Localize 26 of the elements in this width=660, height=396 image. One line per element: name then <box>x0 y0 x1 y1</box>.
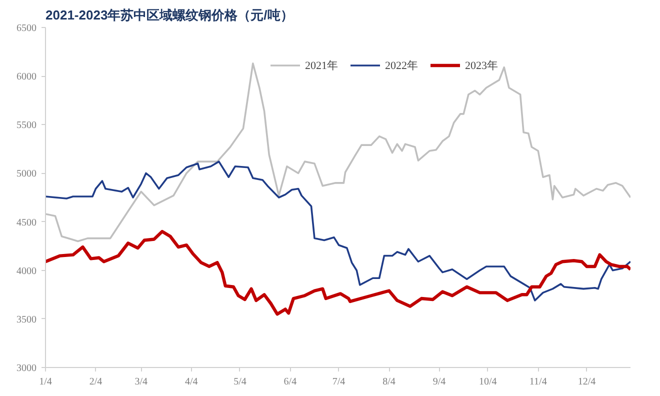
legend-label: 2021年 <box>305 58 338 72</box>
y-tick-label: 3500 <box>16 314 36 326</box>
x-tick-label: 7/4 <box>332 376 346 388</box>
x-tick-label: 11/4 <box>529 376 547 388</box>
y-tick-label: 6500 <box>16 23 36 34</box>
line-series <box>46 230 630 316</box>
y-tick-label: 3000 <box>16 363 36 374</box>
line-series <box>46 160 630 302</box>
x-tick-label: 5/4 <box>234 376 246 388</box>
x-tick-label: 8/4 <box>382 376 396 388</box>
x-tick-label: 1/4 <box>39 376 52 388</box>
x-tick-label: 4/4 <box>184 376 198 388</box>
chart-title: 2021-2023年苏中区域螺纹钢价格（元/吨） <box>46 8 294 22</box>
legend-label: 2022年 <box>385 58 418 72</box>
x-tick-label: 9/4 <box>432 376 446 388</box>
y-tick-label: 4500 <box>16 217 36 228</box>
x-tick-label: 3/4 <box>134 376 148 388</box>
y-tick-label: 6000 <box>16 72 36 83</box>
legend-label: 2023年 <box>465 58 498 72</box>
y-tick-label: 4000 <box>16 266 36 277</box>
y-tick-label: 5000 <box>16 168 36 180</box>
x-tick-label: 2/4 <box>89 376 102 388</box>
x-tick-label: 12/4 <box>578 376 596 388</box>
y-tick-label: 5500 <box>16 120 36 132</box>
x-tick-label: 6/4 <box>284 376 297 388</box>
x-tick-label: 10/4 <box>479 376 497 388</box>
